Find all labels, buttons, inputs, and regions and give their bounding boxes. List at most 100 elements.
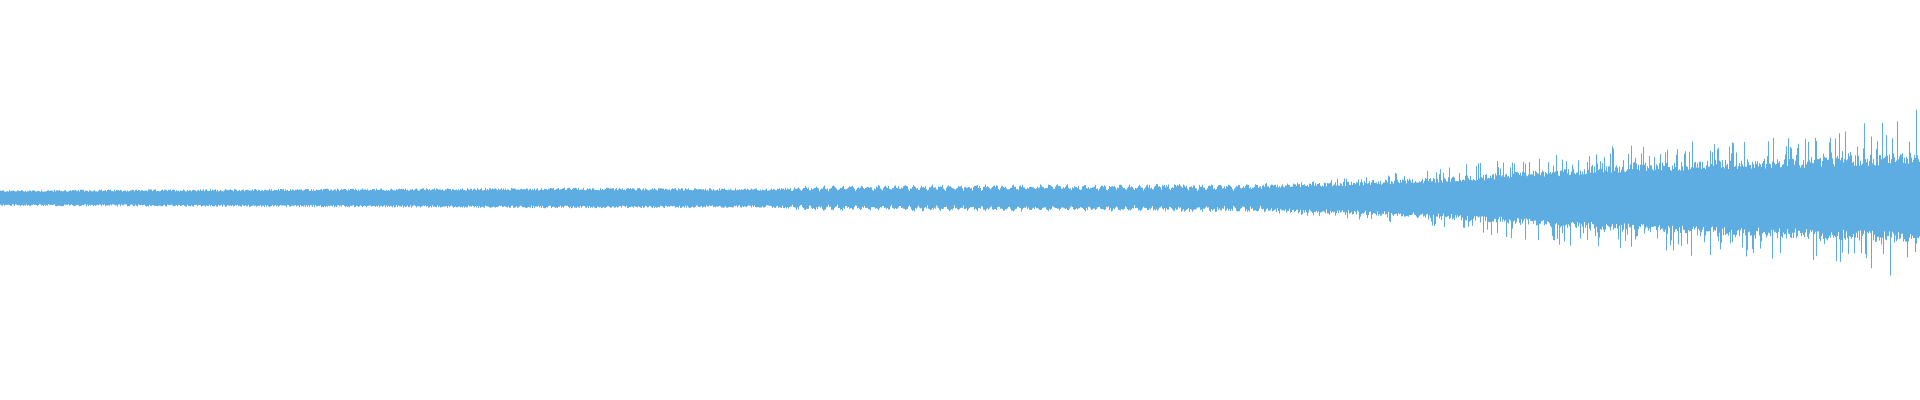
waveform-bar: [971, 187, 972, 208]
waveform-bar: [97, 191, 98, 205]
waveform-bar: [853, 187, 854, 210]
waveform-bar: [798, 187, 799, 210]
waveform-bar: [1393, 183, 1394, 217]
waveform-bar: [592, 188, 593, 208]
waveform-bar: [406, 190, 407, 207]
waveform-bar: [484, 190, 485, 208]
waveform-bar: [1539, 158, 1540, 224]
waveform-bar: [700, 189, 701, 207]
waveform-bar: [1406, 183, 1407, 217]
waveform-bar: [1411, 182, 1412, 216]
waveform-bar: [198, 189, 199, 206]
waveform-bar: [245, 190, 246, 206]
waveform-bar: [1586, 173, 1587, 226]
waveform-bar: [1706, 165, 1707, 232]
waveform-bar: [1825, 157, 1826, 238]
waveform-bar: [1789, 158, 1790, 235]
waveform-bar: [956, 188, 957, 208]
waveform-bar: [1491, 177, 1492, 236]
waveform-bar: [129, 190, 130, 207]
waveform-bar: [915, 187, 916, 209]
waveform-bar: [1035, 188, 1036, 207]
waveform-bar: [634, 189, 635, 207]
waveform-bar: [1075, 187, 1076, 210]
waveform-bar: [610, 188, 611, 208]
waveform-bar: [349, 190, 350, 208]
waveform-bar: [1092, 187, 1093, 210]
waveform-bar: [35, 191, 36, 205]
waveform-bar: [1721, 167, 1722, 243]
waveform-bar: [291, 190, 292, 206]
waveform-bar: [1605, 170, 1606, 230]
waveform-bar: [100, 189, 101, 205]
waveform-bar: [221, 190, 222, 205]
waveform-bar: [2, 190, 3, 206]
waveform-bar: [536, 189, 537, 207]
waveform-bar: [964, 187, 965, 209]
waveform-bar: [1241, 188, 1242, 209]
waveform-bar: [1649, 156, 1650, 229]
waveform-bar: [414, 189, 415, 206]
waveform-bar: [296, 189, 297, 207]
waveform-bar: [1154, 186, 1155, 210]
waveform-bar: [1256, 184, 1257, 211]
waveform-bar: [320, 189, 321, 206]
waveform-bar: [680, 189, 681, 208]
waveform-bar: [1384, 182, 1385, 212]
waveform-bar: [1060, 186, 1061, 209]
waveform-bar: [722, 188, 723, 208]
waveform-bar: [114, 189, 115, 205]
waveform-bar: [1730, 160, 1731, 244]
waveform-bar: [1118, 188, 1119, 210]
waveform-bar: [1868, 165, 1869, 234]
waveform-bar: [426, 188, 427, 207]
waveform-bar: [1272, 184, 1273, 212]
waveform-bar: [667, 189, 668, 207]
waveform-bar: [989, 187, 990, 209]
waveform-bar: [758, 190, 759, 208]
waveform-bar: [664, 189, 665, 208]
waveform-bar: [1471, 180, 1472, 220]
waveform-bar: [1906, 157, 1907, 242]
waveform-bar: [1316, 185, 1317, 211]
waveform-bar: [1262, 185, 1263, 210]
waveform-bar: [1873, 159, 1874, 241]
waveform-bar: [115, 191, 116, 206]
waveform-bar: [923, 186, 924, 211]
waveform-bar: [897, 188, 898, 209]
waveform-bar: [457, 190, 458, 208]
waveform-bar: [712, 190, 713, 206]
waveform-bar: [645, 188, 646, 206]
waveform-bar: [113, 191, 114, 205]
waveform-bar: [862, 186, 863, 207]
waveform-bar: [672, 188, 673, 207]
waveform-bar: [658, 188, 659, 207]
waveform-bar: [1754, 167, 1755, 236]
waveform-bar: [29, 190, 30, 206]
waveform-bar: [1821, 166, 1822, 237]
waveform-bar: [541, 188, 542, 208]
waveform-bar: [1213, 188, 1214, 210]
waveform-bar: [1714, 144, 1715, 231]
waveform-bar: [1023, 187, 1024, 208]
waveform-bar: [990, 189, 991, 207]
waveform-bar: [371, 190, 372, 207]
waveform-bar: [142, 190, 143, 206]
waveform-bar: [1385, 179, 1386, 215]
waveform-bar: [1785, 154, 1786, 234]
waveform-bar: [586, 189, 587, 208]
waveform-bar: [1724, 168, 1725, 228]
waveform-bar: [734, 190, 735, 206]
waveform-bar: [1833, 164, 1834, 238]
waveform-bar: [1042, 186, 1043, 209]
waveform-bar: [911, 188, 912, 210]
waveform-bar: [1898, 159, 1899, 233]
waveform-bar: [1860, 160, 1861, 231]
waveform-bar: [708, 190, 709, 207]
waveform-bar: [1826, 157, 1827, 240]
waveform-bar: [1433, 178, 1434, 215]
waveform-bar: [1520, 172, 1521, 225]
waveform-bar: [416, 188, 417, 208]
waveform-bar: [1465, 175, 1466, 221]
waveform-bar: [690, 189, 691, 208]
